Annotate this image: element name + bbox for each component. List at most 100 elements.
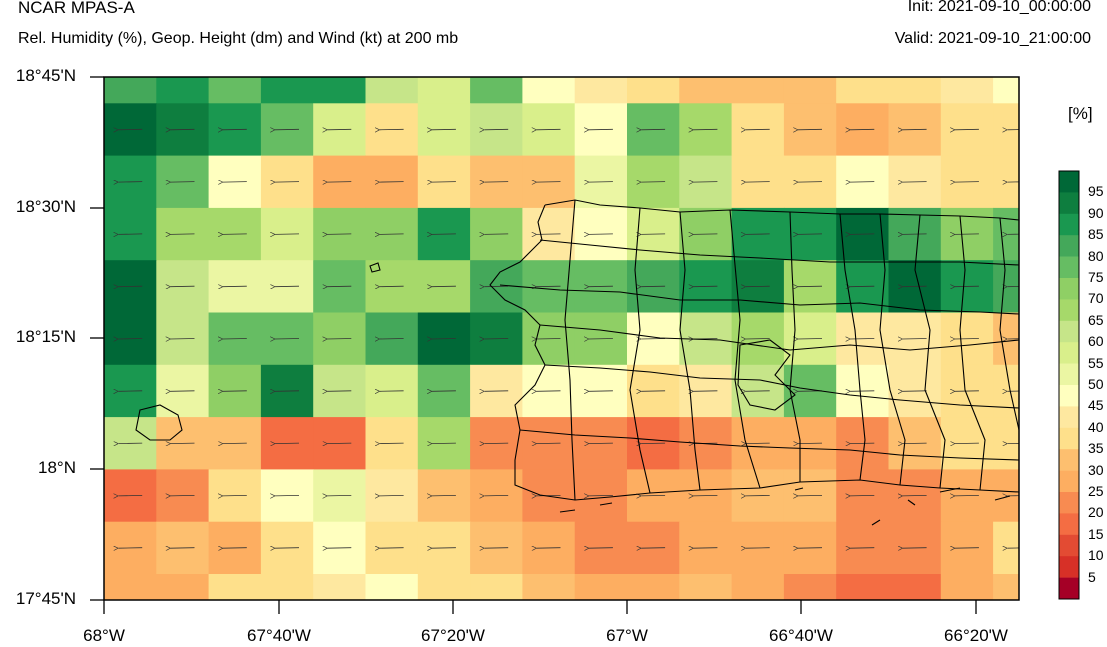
wind-arrow (171, 391, 195, 392)
wind-arrow (327, 339, 352, 340)
wind-arrow (798, 182, 823, 183)
wind-arrow (118, 391, 143, 392)
wind-arrow (641, 129, 666, 130)
wind-arrow (641, 182, 666, 183)
wind-arrow (327, 234, 352, 235)
lon-label-6640w: 66°40'W (769, 626, 833, 645)
wind-arrow (955, 234, 979, 235)
wind-arrow (693, 286, 718, 287)
wind-arrow (589, 286, 613, 287)
wind-arrow (850, 495, 875, 496)
wind-arrow (850, 443, 875, 444)
humidity-cell (260, 77, 314, 104)
humidity-cell (522, 574, 576, 600)
lon-label-6740w: 67°40'W (247, 626, 311, 645)
colorbar-swatch (1059, 513, 1079, 536)
colorbar-label: 80 (1088, 247, 1104, 264)
humidity-cell (888, 574, 942, 600)
wind-arrow (850, 129, 875, 130)
humidity-cell (783, 77, 837, 104)
wind-arrow (589, 182, 613, 183)
wind-arrow (955, 182, 979, 183)
colorbar-swatch (1059, 235, 1079, 257)
wind-arrow (955, 286, 979, 287)
wind-arrow (537, 548, 561, 549)
humidity-cell (104, 574, 157, 600)
lat-label-1845: 18°45'N (15, 66, 76, 85)
humidity-cell (679, 574, 733, 600)
wind-arrow (1007, 129, 1019, 130)
wind-arrow (171, 443, 195, 444)
colorbar-swatch (1059, 449, 1079, 471)
wind-arrow (327, 286, 352, 287)
wind-arrow (903, 182, 927, 183)
humidity-cell (627, 77, 680, 104)
wind-arrow (380, 234, 404, 235)
wind-arrow (903, 234, 927, 235)
wind-arrow (380, 391, 404, 392)
wind-arrow (746, 234, 770, 235)
wind-arrow (693, 391, 718, 392)
wind-arrow (327, 129, 352, 130)
wind-arrow (850, 339, 875, 340)
wind-arrow (746, 391, 770, 392)
wind-arrow (641, 234, 666, 235)
wind-arrow (432, 548, 456, 549)
humidity-cell (783, 574, 837, 600)
wind-arrow (171, 129, 195, 130)
colorbar (1058, 170, 1080, 600)
lon-label-6720w: 67°20'W (421, 626, 485, 645)
wind-arrow (641, 548, 666, 549)
wind-arrow (327, 495, 352, 496)
wind-arrow (537, 286, 561, 287)
wind-arrow (589, 391, 613, 392)
wind-arrow (641, 443, 666, 444)
colorbar-label: 15 (1088, 525, 1104, 542)
wind-arrow (693, 129, 718, 130)
colorbar-swatch (1059, 577, 1079, 600)
wind-arrow (589, 443, 613, 444)
wind-arrow (537, 495, 561, 496)
colorbar-swatch (1059, 556, 1079, 578)
wind-arrow (380, 495, 404, 496)
wind-arrow (275, 443, 300, 444)
wind-arrow (641, 286, 666, 287)
wind-arrow (746, 286, 770, 287)
wind-arrow (1007, 548, 1019, 549)
wind-arrow (380, 548, 404, 549)
wind-arrow (746, 548, 770, 549)
colorbar-swatch (1059, 492, 1079, 514)
wind-arrow (850, 548, 875, 549)
wind-arrow (118, 443, 143, 444)
humidity-cell (836, 574, 890, 600)
wind-arrow (589, 234, 613, 235)
wind-arrow (118, 129, 143, 130)
wind-arrow (798, 286, 823, 287)
wind-arrow (484, 391, 509, 392)
colorbar-swatch (1059, 470, 1079, 493)
wind-arrow (1007, 234, 1019, 235)
wind-arrow (432, 339, 456, 340)
wind-arrow (537, 391, 561, 392)
figure-title: NCAR MPAS-A (18, 0, 135, 17)
humidity-cell (365, 574, 419, 600)
colorbar-swatch (1059, 256, 1079, 279)
wind-arrow (589, 339, 613, 340)
colorbar-label: 35 (1088, 440, 1104, 457)
wind-arrow (380, 286, 404, 287)
wind-arrow (903, 495, 927, 496)
colorbar-label: 95 (1088, 183, 1104, 200)
colorbar-swatch (1059, 192, 1079, 215)
axis-ticks (90, 76, 977, 614)
wind-arrow (432, 443, 456, 444)
wind-arrow (223, 182, 247, 183)
humidity-cell (313, 77, 367, 104)
wind-arrow (380, 339, 404, 340)
init-time: Init: 2021-09-10_00:00:00 (907, 0, 1091, 15)
wind-arrow (484, 548, 509, 549)
humidity-grid (104, 77, 1019, 600)
colorbar-swatch (1059, 363, 1079, 386)
wind-arrow (223, 234, 247, 235)
wind-arrow (955, 495, 979, 496)
colorbar-swatch (1059, 320, 1079, 343)
